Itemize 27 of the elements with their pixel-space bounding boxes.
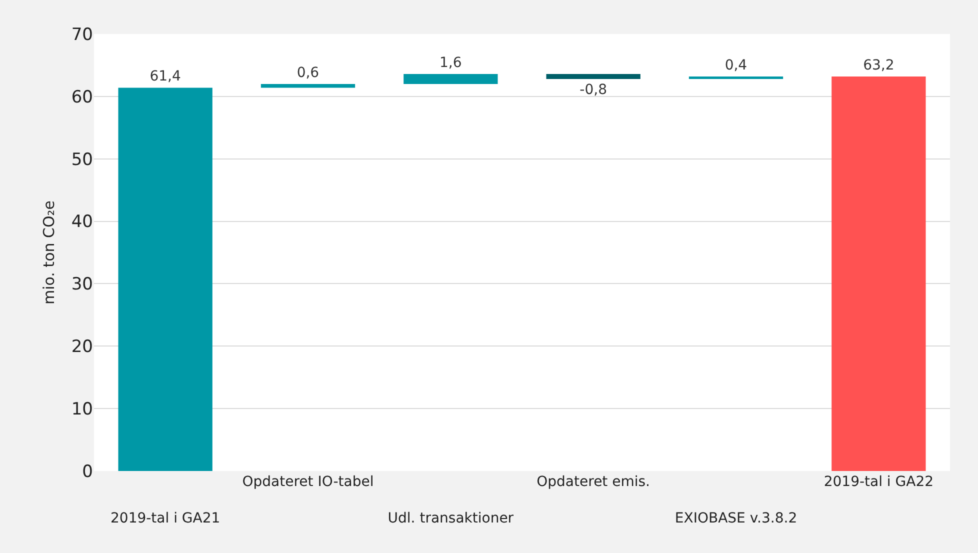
y-axis-title: mio. ton CO₂e bbox=[40, 200, 58, 305]
bar bbox=[260, 84, 356, 88]
data-label: 63,2 bbox=[863, 57, 894, 74]
y-tick-label: 0 bbox=[82, 462, 93, 482]
x-tick-label: Opdateret IO-tabel bbox=[242, 474, 374, 490]
y-tick-label: 60 bbox=[71, 87, 93, 108]
y-tick-label: 10 bbox=[71, 400, 93, 420]
bar bbox=[404, 74, 498, 84]
y-tick-label: 20 bbox=[71, 337, 93, 358]
x-tick-label: 2019-tal i GA21 bbox=[110, 510, 220, 526]
x-tick-label: Udl. transaktioner bbox=[388, 510, 514, 526]
x-tick-label: 2019-tal i GA22 bbox=[824, 474, 934, 490]
y-tick-label: 70 bbox=[71, 24, 93, 45]
bar bbox=[118, 88, 212, 471]
y-tick-label: 30 bbox=[71, 274, 93, 295]
data-label: -0,8 bbox=[580, 82, 607, 98]
data-label: 0,4 bbox=[724, 57, 748, 74]
y-tick-label: 50 bbox=[71, 150, 93, 170]
data-label: 61,4 bbox=[150, 68, 181, 85]
bar bbox=[688, 76, 784, 79]
x-tick-label: EXIOBASE v.3.8.2 bbox=[674, 510, 798, 526]
data-label: 1,6 bbox=[439, 54, 462, 71]
y-tick-label: 40 bbox=[71, 212, 93, 232]
bar bbox=[546, 74, 640, 79]
x-tick-label: Opdateret emis. bbox=[536, 474, 650, 490]
data-label: 0,6 bbox=[296, 64, 320, 81]
bar bbox=[832, 76, 926, 471]
